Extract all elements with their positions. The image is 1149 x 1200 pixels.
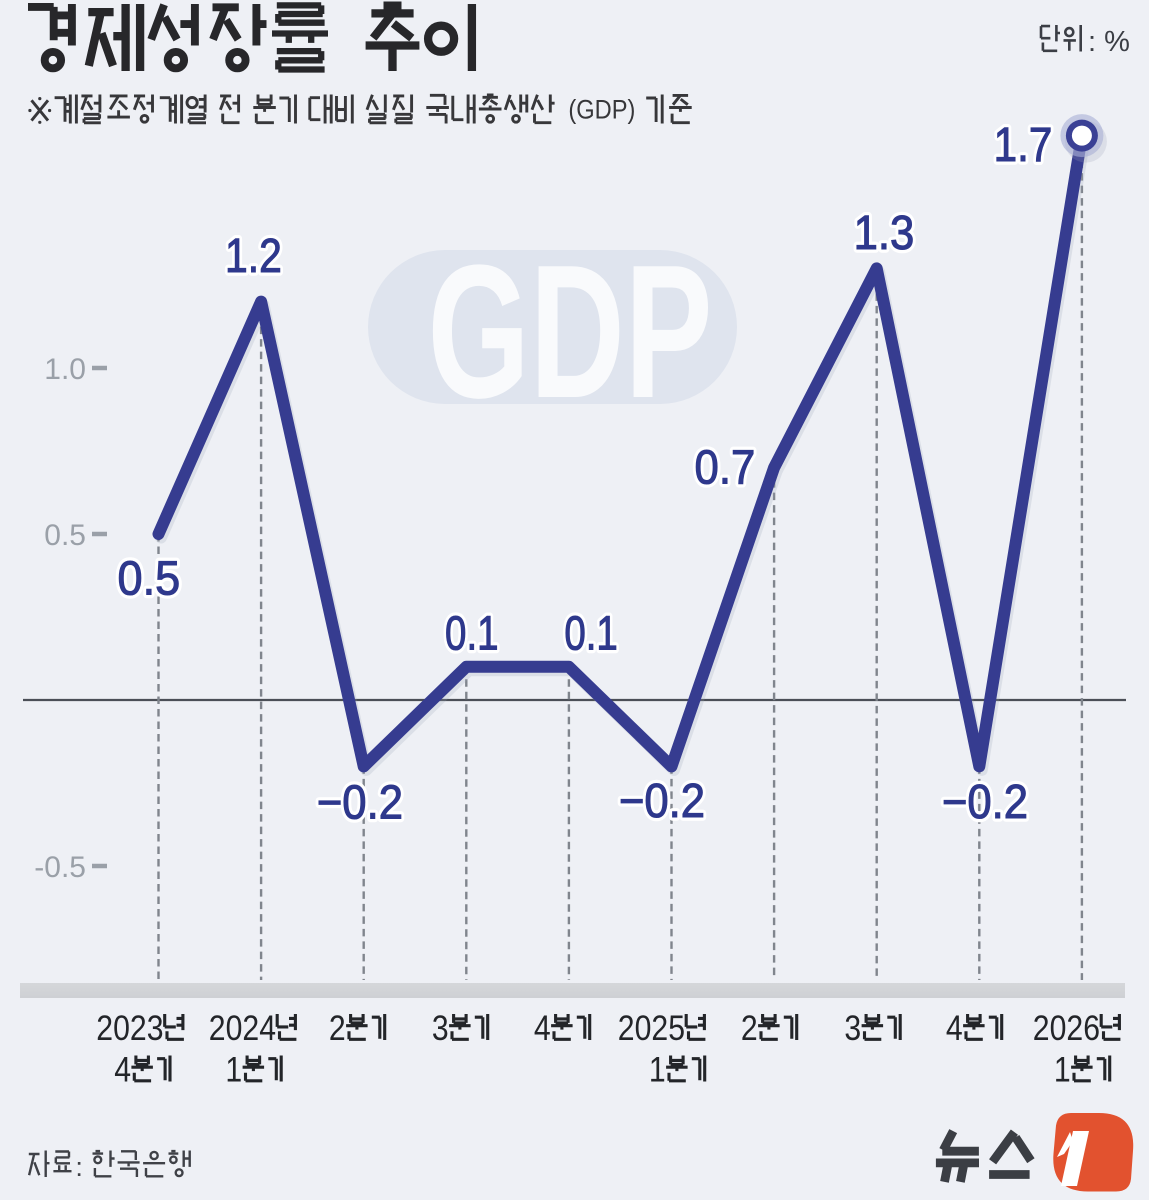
svg-text:0.5: 0.5 xyxy=(118,553,181,606)
svg-text:0.7: 0.7 xyxy=(695,442,756,495)
svg-text:−0.2: −0.2 xyxy=(317,777,403,830)
svg-text:−0.2: −0.2 xyxy=(619,775,705,828)
svg-text:1.2: 1.2 xyxy=(225,230,282,283)
svg-text:1: 1 xyxy=(649,1051,666,1090)
svg-text:0.1: 0.1 xyxy=(445,607,499,660)
svg-text:(GDP): (GDP) xyxy=(568,95,635,125)
svg-text::: : xyxy=(75,1152,83,1182)
svg-text:1.3: 1.3 xyxy=(854,207,915,260)
svg-text:2024: 2024 xyxy=(209,1009,276,1048)
svg-text:2026: 2026 xyxy=(1033,1009,1100,1048)
svg-text:0.7: 0.7 xyxy=(695,442,756,495)
svg-text:0.5: 0.5 xyxy=(118,553,181,606)
svg-text:1.3: 1.3 xyxy=(854,207,915,260)
svg-text:: %: : % xyxy=(1088,26,1130,58)
svg-text:GDP: GDP xyxy=(428,226,713,438)
svg-text:4: 4 xyxy=(114,1051,131,1090)
svg-text:-0.5: -0.5 xyxy=(34,851,86,884)
svg-text:−0.2: −0.2 xyxy=(619,775,705,828)
svg-text:1: 1 xyxy=(225,1051,242,1090)
svg-text:2: 2 xyxy=(741,1009,758,1048)
svg-text:4: 4 xyxy=(534,1009,551,1048)
svg-text:1.7: 1.7 xyxy=(994,119,1053,172)
svg-text:−0.2: −0.2 xyxy=(317,777,403,830)
svg-text:2023: 2023 xyxy=(96,1009,163,1048)
svg-text:−0.2: −0.2 xyxy=(942,776,1028,829)
svg-text:0.5: 0.5 xyxy=(44,519,86,552)
svg-text:1.7: 1.7 xyxy=(994,119,1053,172)
svg-text:0.1: 0.1 xyxy=(564,607,618,660)
svg-text:4: 4 xyxy=(946,1009,963,1048)
svg-text:0.1: 0.1 xyxy=(564,607,618,660)
svg-text:−0.2: −0.2 xyxy=(942,776,1028,829)
svg-text:2025: 2025 xyxy=(618,1009,685,1048)
svg-text:1: 1 xyxy=(1054,1051,1071,1090)
svg-text:3: 3 xyxy=(844,1009,861,1048)
svg-text:3: 3 xyxy=(432,1009,449,1048)
svg-text:1.0: 1.0 xyxy=(44,353,86,386)
svg-text:1.2: 1.2 xyxy=(225,230,282,283)
svg-text:0.1: 0.1 xyxy=(445,607,499,660)
svg-text:2: 2 xyxy=(329,1009,346,1048)
